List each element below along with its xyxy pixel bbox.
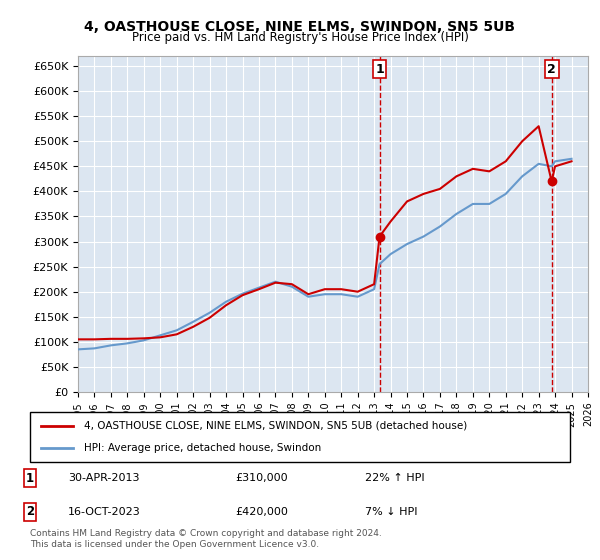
Text: £310,000: £310,000 — [235, 473, 288, 483]
Text: 30-APR-2013: 30-APR-2013 — [68, 473, 139, 483]
Text: £420,000: £420,000 — [235, 507, 288, 517]
Text: 16-OCT-2023: 16-OCT-2023 — [68, 507, 140, 517]
Text: Contains HM Land Registry data © Crown copyright and database right 2024.
This d: Contains HM Land Registry data © Crown c… — [30, 529, 382, 549]
Text: 2: 2 — [547, 63, 556, 76]
Text: 2: 2 — [26, 505, 34, 519]
FancyBboxPatch shape — [30, 412, 570, 462]
Text: 1: 1 — [375, 63, 384, 76]
Text: 22% ↑ HPI: 22% ↑ HPI — [365, 473, 424, 483]
Text: 4, OASTHOUSE CLOSE, NINE ELMS, SWINDON, SN5 5UB (detached house): 4, OASTHOUSE CLOSE, NINE ELMS, SWINDON, … — [84, 421, 467, 431]
Text: 7% ↓ HPI: 7% ↓ HPI — [365, 507, 418, 517]
Text: 1: 1 — [26, 472, 34, 485]
Text: Price paid vs. HM Land Registry's House Price Index (HPI): Price paid vs. HM Land Registry's House … — [131, 31, 469, 44]
Text: 4, OASTHOUSE CLOSE, NINE ELMS, SWINDON, SN5 5UB: 4, OASTHOUSE CLOSE, NINE ELMS, SWINDON, … — [85, 20, 515, 34]
Text: HPI: Average price, detached house, Swindon: HPI: Average price, detached house, Swin… — [84, 443, 321, 453]
